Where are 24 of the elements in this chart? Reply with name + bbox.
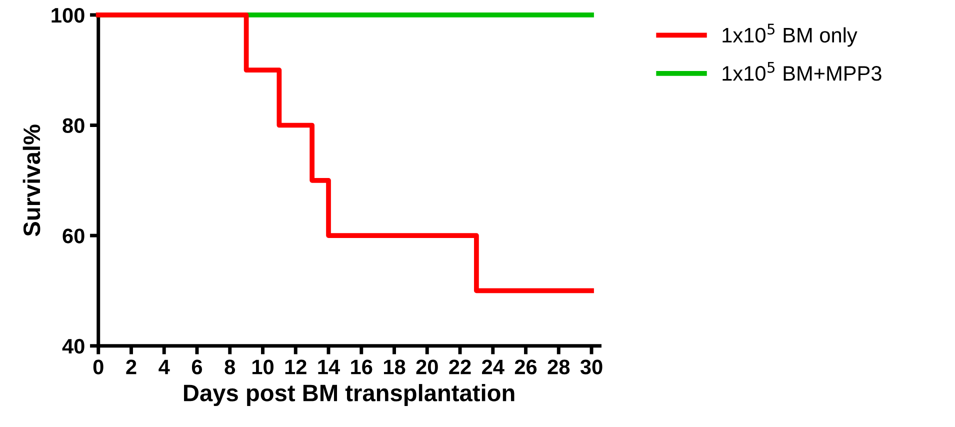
x-tick-label: 0 (93, 360, 104, 374)
x-tick-label: 14 (318, 360, 340, 374)
x-tick-label: 28 (548, 360, 570, 374)
legend-label: 1x10$^{5}$ BM only (722, 24, 858, 47)
x-tick-label: 22 (449, 360, 471, 374)
x-tick-label: 24 (482, 360, 504, 374)
x-tick-label: 2 (126, 360, 136, 374)
x-tick-label: 8 (224, 360, 236, 374)
x-tick-label: 12 (285, 360, 306, 374)
y-axis-title: Survival% (22, 124, 40, 236)
y-tick-label: 100 (52, 8, 84, 23)
y-tick-label: 80 (62, 118, 84, 134)
x-tick-label: 4 (158, 360, 170, 374)
x-tick-label: 6 (192, 360, 202, 374)
legend-label: 1x10$^{5}$ BM+MPP3 (722, 62, 882, 81)
y-tick-label: 60 (62, 228, 84, 244)
x-tick-label: 20 (416, 360, 438, 374)
x-tick-label: 26 (514, 360, 537, 374)
y-tick-label: 40 (62, 338, 84, 354)
x-tick-label: 18 (384, 360, 406, 374)
x-tick-label: 16 (351, 360, 372, 374)
x-axis-title: Days post BM transplantation (184, 384, 514, 406)
x-tick-label: 30 (580, 360, 602, 374)
x-tick-label: 10 (252, 360, 274, 374)
